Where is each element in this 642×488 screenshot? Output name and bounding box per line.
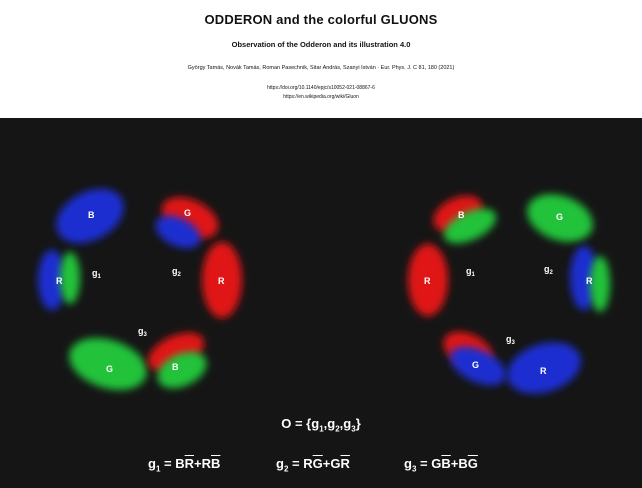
odderon-formula: O = {g1,g2,g3} bbox=[281, 416, 361, 434]
right-g1-label: g1 bbox=[466, 266, 476, 278]
right-label-r-bottom: R bbox=[540, 366, 547, 376]
left-label-b: B bbox=[88, 210, 95, 220]
wiki-link[interactable]: https://en.wikipedia.org/wiki/Gluon bbox=[283, 94, 359, 100]
left-label-g-bottom: G bbox=[106, 364, 113, 374]
right-label-r-right: R bbox=[586, 276, 593, 286]
right-label-r-left: R bbox=[424, 276, 431, 286]
doi-link[interactable]: https://doi.org/10.1140/epjc/s10052-021-… bbox=[267, 85, 375, 91]
left-label-b-bottomright: B bbox=[172, 362, 179, 372]
left-blob-green-bottom bbox=[69, 338, 147, 390]
right-blob-green-topleft bbox=[443, 208, 497, 244]
right-gluon-ring: B G R R G R g1 g2 g3 bbox=[408, 194, 610, 394]
right-g3-label: g3 bbox=[506, 334, 516, 346]
left-gluon-ring: B G R R G B g1 g2 g3 bbox=[38, 188, 242, 390]
right-blob-red-left bbox=[408, 244, 448, 316]
right-label-b: B bbox=[458, 210, 465, 220]
right-blob-green-right bbox=[590, 256, 610, 312]
left-g2-label: g2 bbox=[172, 266, 182, 278]
left-blob-green-bottomright bbox=[157, 351, 207, 389]
right-blob-green-top bbox=[527, 194, 593, 242]
left-label-r: R bbox=[218, 276, 225, 286]
right-g2-label: g2 bbox=[544, 264, 554, 276]
left-blob-blue-topright bbox=[155, 215, 201, 249]
left-g3-label: g3 bbox=[138, 326, 148, 338]
authors-citation: György Tamás, Novák Tamás, Roman Pasechn… bbox=[187, 65, 455, 71]
left-blob-green-left bbox=[60, 252, 80, 304]
page-subtitle: Observation of the Odderon and its illus… bbox=[231, 40, 411, 49]
left-label-r-left: R bbox=[56, 276, 63, 286]
right-label-g: G bbox=[556, 212, 563, 222]
gluon-rings-svg: B G R R G B g1 g2 g3 B G R R G R bbox=[38, 188, 610, 394]
header: ODDERON and the colorful GLUONS Observat… bbox=[0, 0, 642, 118]
g3-formula: g3 = GB+BG bbox=[404, 456, 478, 474]
left-blob-blue-left bbox=[38, 250, 66, 310]
left-label-g: G bbox=[184, 208, 191, 218]
page-title: ODDERON and the colorful GLUONS bbox=[204, 12, 438, 27]
gluon-illustration: B G R R G B g1 g2 g3 B G R R G R bbox=[0, 118, 642, 488]
right-blob-blue-bottom bbox=[507, 342, 581, 394]
right-blob-blue-bottomleft bbox=[449, 346, 507, 386]
g1-formula: g1 = BR+RB bbox=[148, 456, 221, 474]
left-blob-red-right bbox=[202, 242, 242, 318]
left-g1-label: g1 bbox=[92, 268, 102, 280]
left-blob-blue-top bbox=[56, 188, 124, 244]
right-label-g-bottomleft: G bbox=[472, 360, 479, 370]
g2-formula: g2 = RG+GR bbox=[276, 456, 350, 474]
